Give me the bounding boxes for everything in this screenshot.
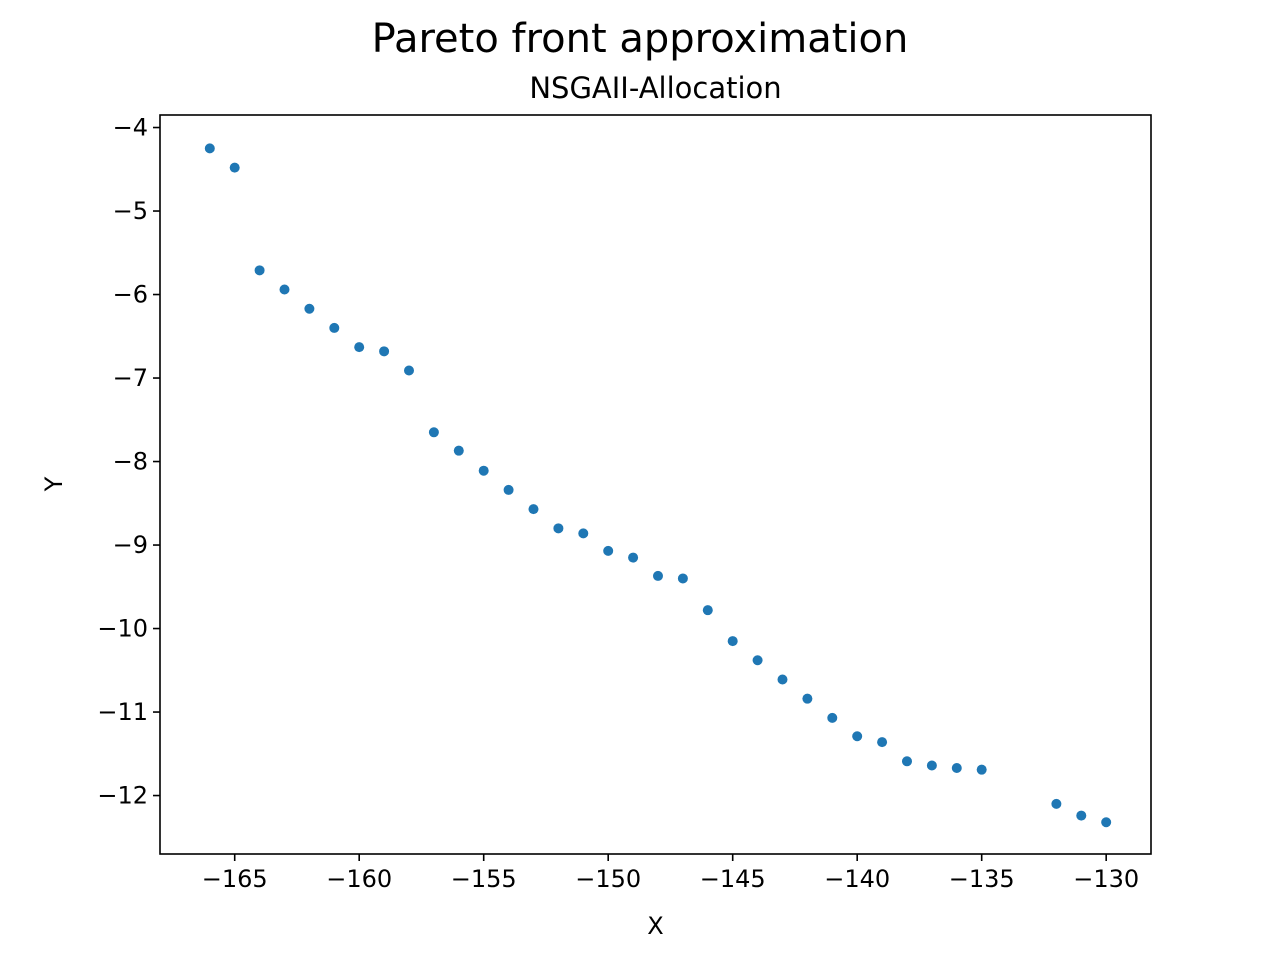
data-point bbox=[827, 712, 838, 723]
data-point bbox=[553, 523, 564, 534]
data-point bbox=[254, 265, 265, 276]
data-point bbox=[1051, 798, 1062, 809]
x-tick-label: −135 bbox=[949, 865, 1015, 893]
x-axis-ticks: −165 −160 −155 −150 −145 −140 −135 −130 bbox=[202, 854, 1139, 893]
y-axis-label: Y bbox=[40, 476, 68, 492]
data-point bbox=[603, 545, 614, 556]
data-point bbox=[1076, 810, 1087, 821]
data-point bbox=[976, 764, 987, 775]
data-point bbox=[528, 504, 539, 515]
x-tick-label: −150 bbox=[575, 865, 641, 893]
data-point bbox=[628, 552, 639, 563]
data-point bbox=[403, 365, 414, 376]
x-tick-label: −155 bbox=[451, 865, 517, 893]
data-point bbox=[478, 465, 489, 476]
y-tick-label: −8 bbox=[113, 448, 148, 476]
y-tick-label: −11 bbox=[97, 698, 148, 726]
data-point bbox=[204, 143, 215, 154]
data-point bbox=[926, 760, 937, 771]
data-point bbox=[503, 484, 514, 495]
x-tick-label: −165 bbox=[202, 865, 268, 893]
y-axis-ticks: −4 −5 −6 −7 −8 −9 −10 −11 −12 bbox=[97, 114, 160, 810]
chart-title: Pareto front approximation bbox=[372, 16, 909, 62]
data-point bbox=[379, 346, 390, 357]
data-point bbox=[279, 284, 290, 295]
data-point bbox=[652, 570, 663, 581]
data-point bbox=[329, 322, 340, 333]
y-tick-label: −6 bbox=[113, 281, 148, 309]
data-point bbox=[802, 693, 813, 704]
data-point bbox=[1101, 817, 1112, 828]
y-tick-label: −9 bbox=[113, 531, 148, 559]
x-tick-label: −160 bbox=[326, 865, 392, 893]
chart-subtitle: NSGAII-Allocation bbox=[529, 71, 781, 105]
data-points bbox=[204, 143, 1112, 828]
x-tick-label: −130 bbox=[1073, 865, 1139, 893]
data-point bbox=[777, 674, 788, 685]
y-tick-label: −5 bbox=[113, 197, 148, 225]
x-tick-label: −145 bbox=[700, 865, 766, 893]
plot-area-frame bbox=[159, 114, 1152, 855]
data-point bbox=[752, 655, 763, 666]
data-point bbox=[852, 731, 863, 742]
y-tick-label: −4 bbox=[113, 114, 148, 142]
x-axis-label: X bbox=[647, 912, 663, 940]
data-point bbox=[951, 762, 962, 773]
data-point bbox=[453, 445, 464, 456]
data-point bbox=[578, 528, 589, 539]
data-point bbox=[727, 636, 738, 647]
data-point bbox=[877, 737, 888, 748]
data-point bbox=[304, 303, 315, 314]
data-point bbox=[354, 342, 365, 353]
data-point bbox=[677, 573, 688, 584]
y-tick-label: −10 bbox=[97, 615, 148, 643]
data-point bbox=[428, 427, 439, 438]
y-tick-label: −12 bbox=[97, 782, 148, 810]
x-tick-label: −140 bbox=[824, 865, 890, 893]
data-point bbox=[702, 605, 713, 616]
y-tick-label: −7 bbox=[113, 364, 148, 392]
data-point bbox=[901, 756, 912, 767]
data-point bbox=[229, 162, 240, 173]
